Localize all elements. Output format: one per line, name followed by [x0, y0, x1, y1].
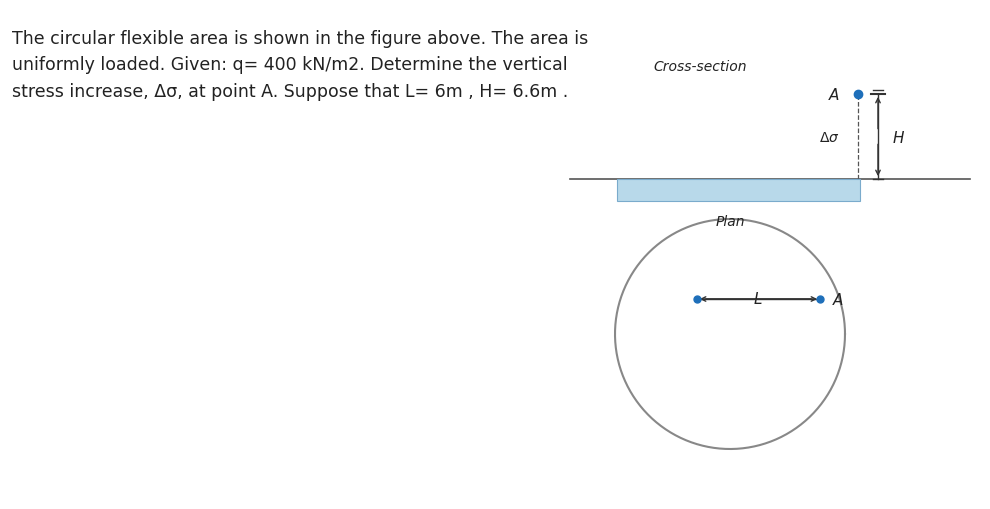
Text: Cross-section: Cross-section — [653, 60, 746, 74]
Text: $\Delta\sigma$: $\Delta\sigma$ — [820, 131, 840, 145]
Text: The circular flexible area is shown in the figure above. The area is
uniformly l: The circular flexible area is shown in t… — [12, 30, 588, 101]
Text: $L$: $L$ — [753, 291, 762, 306]
Text: $A$: $A$ — [832, 292, 844, 307]
Text: Plan: Plan — [715, 215, 744, 229]
Text: $A$: $A$ — [828, 87, 840, 103]
Text: $H$: $H$ — [892, 130, 905, 146]
Bar — [617, 180, 860, 202]
